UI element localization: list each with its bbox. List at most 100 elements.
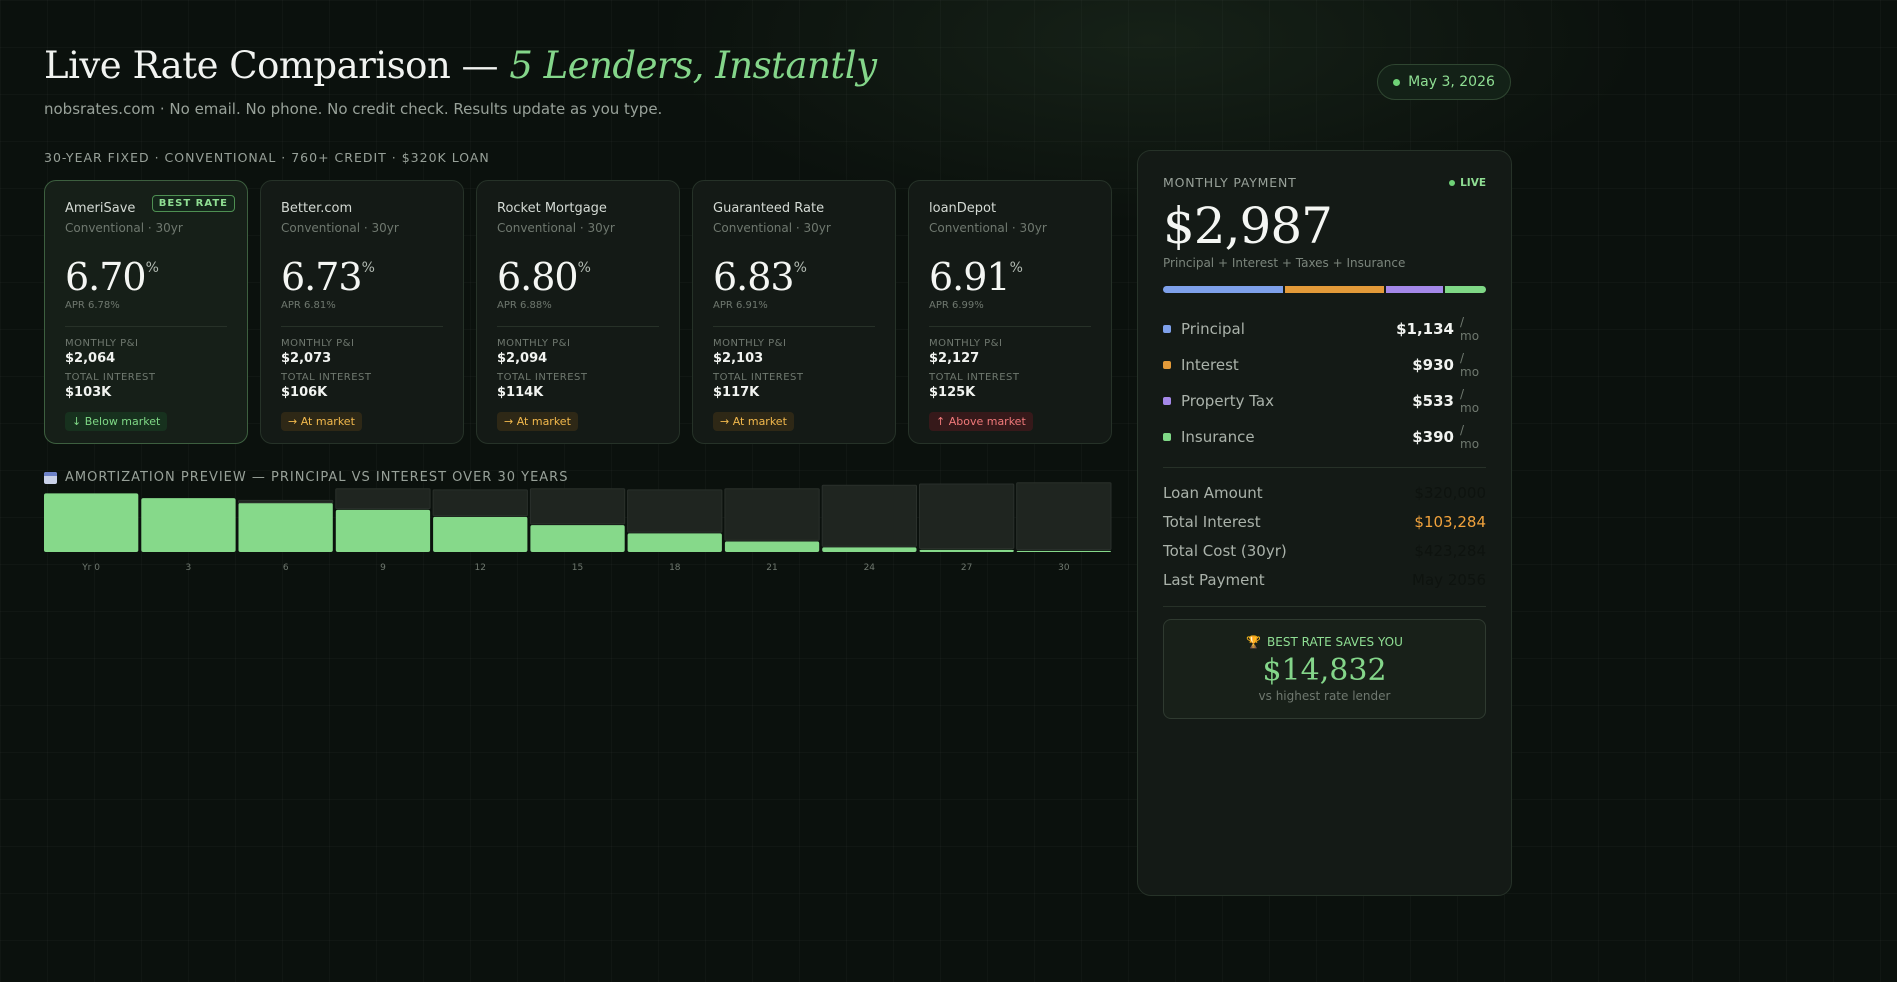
breakdown-unit: / mo [1460, 423, 1480, 451]
monthly-pi-value: $2,073 [281, 351, 332, 366]
amortization-bar-interest [1016, 482, 1112, 551]
total-interest-value: $103K [65, 385, 112, 400]
summary-label: Total Interest [1163, 512, 1261, 531]
amortization-tick-label: 24 [864, 563, 876, 573]
amortization-bar-interest [529, 488, 626, 525]
lender-loan-type: Conventional · 30yr [713, 221, 831, 235]
breakdown-value: $533 [1412, 392, 1454, 410]
payment-breakdown-bar [1163, 286, 1486, 293]
total-interest-label: TOTAL INTEREST [713, 372, 804, 383]
rate-value: 6.80 [497, 255, 579, 299]
breakdown-value: $390 [1412, 428, 1454, 446]
breakdown-unit: / mo [1460, 315, 1480, 343]
savings-callout: 🏆 BEST RATE SAVES YOU $14,832 vs highest… [1163, 619, 1486, 719]
panel-divider [1163, 467, 1486, 468]
amortization-bar-principal [335, 509, 431, 552]
page-title-main: Live Rate Comparison — [44, 44, 510, 87]
amortization-bar-principal [627, 533, 722, 552]
lender-rate: 6.91% [929, 247, 1091, 298]
breakdown-label: Property Tax [1181, 392, 1274, 410]
savings-subtitle: vs highest rate lender [1258, 689, 1391, 703]
card-divider [929, 326, 1091, 327]
amortization-bar-principal [433, 516, 528, 552]
summary-value: $320,000 [1414, 483, 1486, 502]
total-interest-value: $117K [713, 385, 760, 400]
date-text: May 3, 2026 [1408, 74, 1495, 90]
breakdown-value: $1,134 [1396, 320, 1454, 338]
amortization-bar-principal [238, 502, 333, 552]
lender-loan-type: Conventional · 30yr [65, 221, 183, 235]
lender-card-loandepot[interactable]: loanDepot Conventional · 30yr 6.91% APR … [908, 180, 1112, 444]
lender-apr: APR 6.78% [65, 300, 120, 311]
lender-apr: APR 6.91% [713, 300, 768, 311]
amortization-bar-principal [141, 498, 236, 552]
breakdown-label: Principal [1181, 320, 1245, 338]
amortization-tick-label: 12 [474, 563, 485, 573]
total-interest-label: TOTAL INTEREST [281, 372, 372, 383]
monthly-pi-value: $2,127 [929, 351, 980, 366]
monthly-payment-subtitle: Principal + Interest + Taxes + Insurance [1163, 256, 1406, 270]
breakdown-row-principal: Principal $1,134 / mo [1163, 311, 1486, 347]
property-tax-swatch [1163, 397, 1171, 405]
summary-label: Total Cost (30yr) [1163, 541, 1287, 560]
live-indicator: LIVE [1449, 177, 1486, 189]
lender-apr: APR 6.88% [497, 300, 552, 311]
lender-card-guaranteed-rate[interactable]: Guaranteed Rate Conventional · 30yr 6.83… [692, 180, 896, 444]
monthly-payment-panel: MONTHLY PAYMENT LIVE $2,987 Principal + … [1137, 150, 1512, 896]
live-text: LIVE [1460, 176, 1486, 189]
lender-card-better[interactable]: Better.com Conventional · 30yr 6.73% APR… [260, 180, 464, 444]
live-dot-icon [1449, 179, 1456, 186]
status-dot-icon [1393, 78, 1401, 86]
amortization-tick-label: 21 [766, 563, 777, 573]
amortization-title-text: AMORTIZATION PREVIEW — PRINCIPAL VS INTE… [65, 470, 569, 485]
total-interest-value: $125K [929, 385, 976, 400]
lender-card-rocket-mortgage[interactable]: Rocket Mortgage Conventional · 30yr 6.80… [476, 180, 680, 444]
market-status-tag: ↓ Below market [65, 412, 168, 431]
market-status-tag: → At market [713, 412, 794, 431]
card-divider [281, 326, 443, 327]
amortization-tick-label: Yr 0 [81, 563, 100, 573]
lender-loan-type: Conventional · 30yr [497, 221, 615, 235]
monthly-pi-value: $2,064 [65, 351, 116, 366]
lender-name: Guaranteed Rate [713, 201, 825, 216]
summary-row-total-cost: Total Cost (30yr) $423,284 [1163, 536, 1486, 565]
rate-unit: % [793, 260, 807, 276]
date-badge: May 3, 2026 [1377, 64, 1511, 100]
loan-summary-label: 30-YEAR FIXED · CONVENTIONAL · 760+ CRED… [44, 150, 490, 165]
amortization-bar-interest [432, 489, 528, 517]
savings-title-text: BEST RATE SAVES YOU [1267, 635, 1403, 649]
monthly-payment-label: MONTHLY PAYMENT [1163, 175, 1297, 190]
summary-value: $423,284 [1414, 541, 1486, 560]
card-divider [497, 326, 659, 327]
monthly-pi-value: $2,103 [713, 351, 764, 366]
amortization-bar-principal [44, 493, 139, 552]
amortization-tick-label: 15 [572, 563, 583, 573]
amortization-tick-label: 9 [380, 563, 386, 573]
monthly-pi-label: MONTHLY P&I [497, 338, 571, 349]
breakdown-row-interest: Interest $930 / mo [1163, 347, 1486, 383]
amortization-bar-interest [919, 483, 1015, 549]
lender-rate: 6.83% [713, 247, 875, 298]
monthly-pi-label: MONTHLY P&I [713, 338, 787, 349]
rate-value: 6.91 [929, 255, 1011, 299]
market-status-tag: ↑ Above market [929, 412, 1033, 431]
principal-swatch [1163, 325, 1171, 333]
breakdown-bar-segment-insurance [1444, 286, 1486, 293]
amortization-bar-principal [822, 547, 917, 552]
rate-value: 6.70 [65, 255, 147, 299]
summary-row-last-payment: Last Payment May 2056 [1163, 565, 1486, 594]
best-rate-badge: BEST RATE [151, 195, 235, 212]
rate-unit: % [577, 260, 591, 276]
amortization-chart: Yr 0 3 6 9 12 15 18 21 24 27 30 [44, 482, 1112, 573]
lender-card-amerisave[interactable]: AmeriSave BEST RATE Conventional · 30yr … [44, 180, 248, 444]
card-divider [65, 326, 227, 327]
amortization-bar-interest [821, 484, 918, 547]
lender-loan-type: Conventional · 30yr [281, 221, 399, 235]
amortization-bar-principal [530, 525, 625, 552]
amortization-tick-label: 30 [1058, 563, 1070, 573]
summary-label: Loan Amount [1163, 483, 1263, 502]
page-title: Live Rate Comparison — 5 Lenders, Instan… [44, 44, 877, 87]
savings-amount: $14,832 [1262, 653, 1387, 688]
rate-unit: % [145, 260, 159, 276]
lender-loan-type: Conventional · 30yr [929, 221, 1047, 235]
